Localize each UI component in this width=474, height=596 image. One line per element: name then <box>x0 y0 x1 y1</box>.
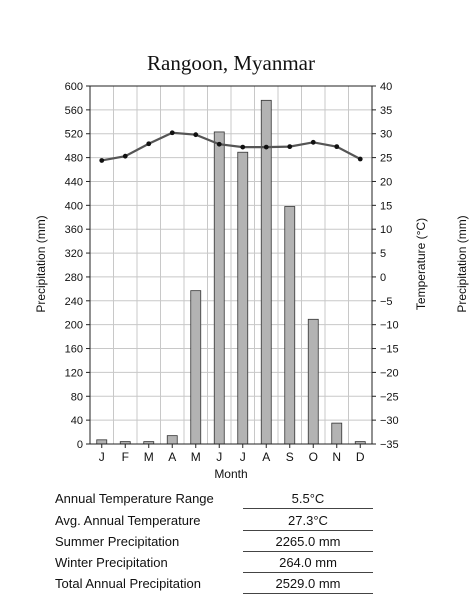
temperature-point <box>146 141 152 147</box>
y2-tick-label: 35 <box>380 105 392 117</box>
y-tick-label: 120 <box>65 367 83 379</box>
y2-tick-label: −30 <box>380 415 399 427</box>
far-right-axis-label: Precipitation (mm) <box>455 215 469 312</box>
temperature-point <box>357 156 363 162</box>
y2-tick-label: 30 <box>380 129 392 141</box>
y-tick-label: 520 <box>65 129 83 141</box>
temperature-point <box>99 158 105 163</box>
temperature-point <box>122 153 128 159</box>
x-tick-label: J <box>216 450 222 464</box>
y2-tick-label: −15 <box>380 344 399 356</box>
x-tick-label: F <box>122 450 129 464</box>
stat-underline <box>243 508 373 509</box>
temperature-point <box>310 139 316 145</box>
y2-tick-label: 20 <box>380 176 392 188</box>
chart-title: Rangoon, Myanmar <box>147 51 315 75</box>
x-tick-label: A <box>168 450 176 464</box>
x-tick-label: O <box>309 450 318 464</box>
y-tick-label: 280 <box>65 272 83 284</box>
x-tick-label: A <box>262 450 270 464</box>
y2-tick-label: −35 <box>380 439 399 451</box>
temperature-point <box>287 144 293 150</box>
stat-value-temperature-range: 5.5°C <box>291 491 325 506</box>
x-axis-label: Month <box>214 467 247 480</box>
temperature-point <box>193 132 199 138</box>
y-tick-label: 320 <box>65 248 83 260</box>
stat-underline <box>243 530 373 531</box>
climate-chart: Rangoon, Myanmar Precipitation (mm) Temp… <box>34 51 469 480</box>
stat-value-avg-temperature: 27.3°C <box>288 513 328 528</box>
y-tick-label: 400 <box>65 200 83 212</box>
stat-underline <box>243 572 373 573</box>
y-tick-label: 160 <box>65 344 83 356</box>
y-tick-label: 600 <box>65 81 83 93</box>
temperature-point <box>334 144 340 150</box>
x-tick-label: N <box>332 450 341 464</box>
y-tick-label: 40 <box>71 415 83 427</box>
y2-tick-label: 10 <box>380 224 392 236</box>
x-tick-label: M <box>144 450 154 464</box>
y-tick-label: 560 <box>65 105 83 117</box>
y-tick-label: 80 <box>71 391 83 403</box>
temperature-point <box>263 144 269 150</box>
y-tick-label: 360 <box>65 224 83 236</box>
stat-label-total-precipitation: Total Annual Precipitation <box>55 576 201 591</box>
temperature-line <box>101 131 361 162</box>
plot-frame <box>89 85 373 445</box>
temperature-point <box>216 141 222 147</box>
y2-tick-label: 0 <box>380 272 386 284</box>
y2-tick-label: −10 <box>380 320 399 332</box>
y2-tick-label: 40 <box>380 81 392 93</box>
x-tick-label: M <box>191 450 201 464</box>
y-tick-label: 200 <box>65 320 83 332</box>
stat-label-summer-precipitation: Summer Precipitation <box>55 534 180 549</box>
y2-axis-label: Temperature (°C) <box>414 218 428 310</box>
y2-tick-label: 5 <box>380 248 386 260</box>
temperature-point <box>240 144 246 150</box>
stat-value-winter-precipitation: 264.0 mm <box>279 555 337 570</box>
y2-tick-label: −5 <box>380 296 393 308</box>
y2-tick-label: 15 <box>380 200 392 212</box>
stat-underline <box>243 593 373 594</box>
y-tick-label: 480 <box>65 153 83 165</box>
x-tick-label: S <box>286 450 294 464</box>
stat-value-total-precipitation: 2529.0 mm <box>275 576 341 591</box>
stat-label-winter-precipitation: Winter Precipitation <box>55 555 168 570</box>
stat-label-avg-temperature: Avg. Annual Temperature <box>55 513 201 528</box>
y2-tick-label: −20 <box>380 367 399 379</box>
y-tick-label: 240 <box>65 296 83 308</box>
x-tick-label: D <box>356 450 365 464</box>
x-tick-label: J <box>240 450 246 464</box>
y2-tick-label: −25 <box>380 391 399 403</box>
stat-underline <box>243 551 373 552</box>
y-tick-label: 0 <box>77 439 83 451</box>
y-axis-label: Precipitation (mm) <box>34 215 48 312</box>
x-tick-label: J <box>99 450 105 464</box>
y2-tick-label: 25 <box>380 153 392 165</box>
y-tick-label: 440 <box>65 176 83 188</box>
temperature-point <box>169 130 175 136</box>
stat-value-summer-precipitation: 2265.0 mm <box>275 534 341 549</box>
stat-label-temperature-range: Annual Temperature Range <box>55 491 214 506</box>
